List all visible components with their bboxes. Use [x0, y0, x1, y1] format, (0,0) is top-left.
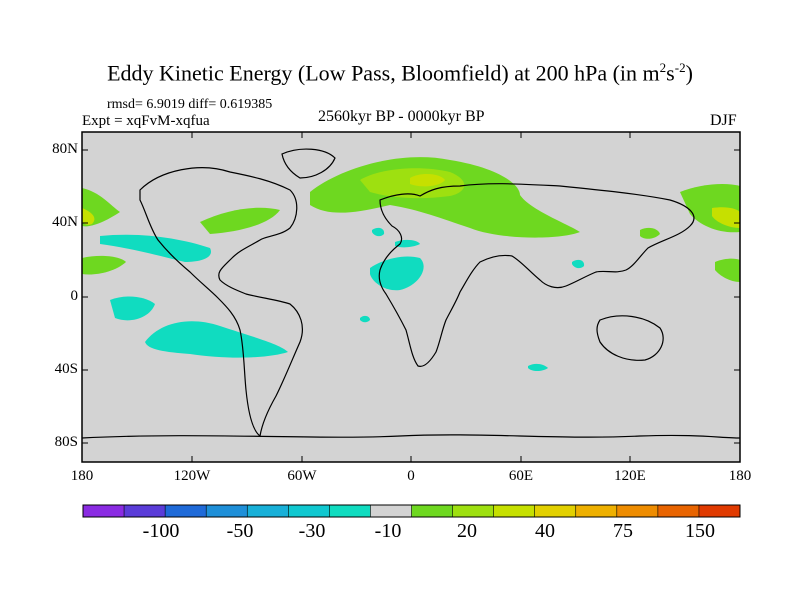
lon-label-120e: 120E [614, 468, 646, 484]
lat-label-40s: 40S [54, 361, 78, 377]
colorbar-label: -100 [142, 520, 180, 542]
lat-ticks [82, 149, 740, 444]
colorbar-label: 150 [685, 520, 715, 542]
negative-anomaly-regions [100, 227, 585, 371]
colorbar-swatch [83, 505, 125, 517]
colorbar-label: -30 [298, 520, 326, 542]
lon-label-120w: 120W [173, 468, 211, 484]
lon-label-0: 0 [407, 468, 415, 484]
lat-label-0: 0 [70, 288, 79, 304]
lon-ticks [191, 132, 631, 462]
colorbar-swatch [575, 505, 618, 517]
experiment-label: Expt = xqFvM-xqfua [82, 113, 210, 129]
colorbar-swatch [534, 505, 577, 517]
colorbar [82, 504, 741, 518]
season-label: DJF [710, 112, 737, 129]
lon-label-60e: 60E [508, 468, 534, 484]
coastlines [81, 148, 741, 439]
period-label: 2560kyr BP - 0000kyr BP [318, 108, 485, 125]
colorbar-swatch [411, 505, 453, 517]
colorbar-swatch [288, 505, 330, 517]
colorbar-swatch [247, 505, 289, 517]
colorbar-label: 20 [457, 520, 477, 542]
colorbar-label: -50 [226, 520, 254, 542]
colorbar-swatch [124, 505, 166, 517]
colorbar-swatch [329, 505, 371, 517]
colorbar-swatch [698, 505, 741, 517]
chart-title: Eddy Kinetic Energy (Low Pass, Bloomfiel… [107, 60, 693, 86]
colorbar-swatch [206, 505, 248, 517]
lat-label-80n: 80N [52, 141, 78, 157]
colorbar-swatch [165, 505, 207, 517]
colorbar-label: 75 [613, 520, 633, 542]
positive-anomaly-regions [82, 157, 740, 282]
colorbar-label: -10 [374, 520, 402, 542]
colorbar-label: 40 [535, 520, 555, 542]
colorbar-swatch [370, 505, 412, 517]
colorbar-swatch [452, 505, 494, 517]
colorbar-swatch [616, 505, 659, 517]
lat-label-80s: 80S [54, 434, 78, 450]
lon-label-180w: 180 [70, 468, 94, 484]
colorbar-swatch [493, 505, 535, 517]
lat-label-40n: 40N [52, 214, 78, 230]
lon-label-60w: 60W [287, 468, 317, 484]
colorbar-swatch [657, 505, 700, 517]
lon-label-180e: 180 [728, 468, 752, 484]
stats-text: rmsd= 6.9019 diff= 0.619385 [107, 97, 273, 112]
